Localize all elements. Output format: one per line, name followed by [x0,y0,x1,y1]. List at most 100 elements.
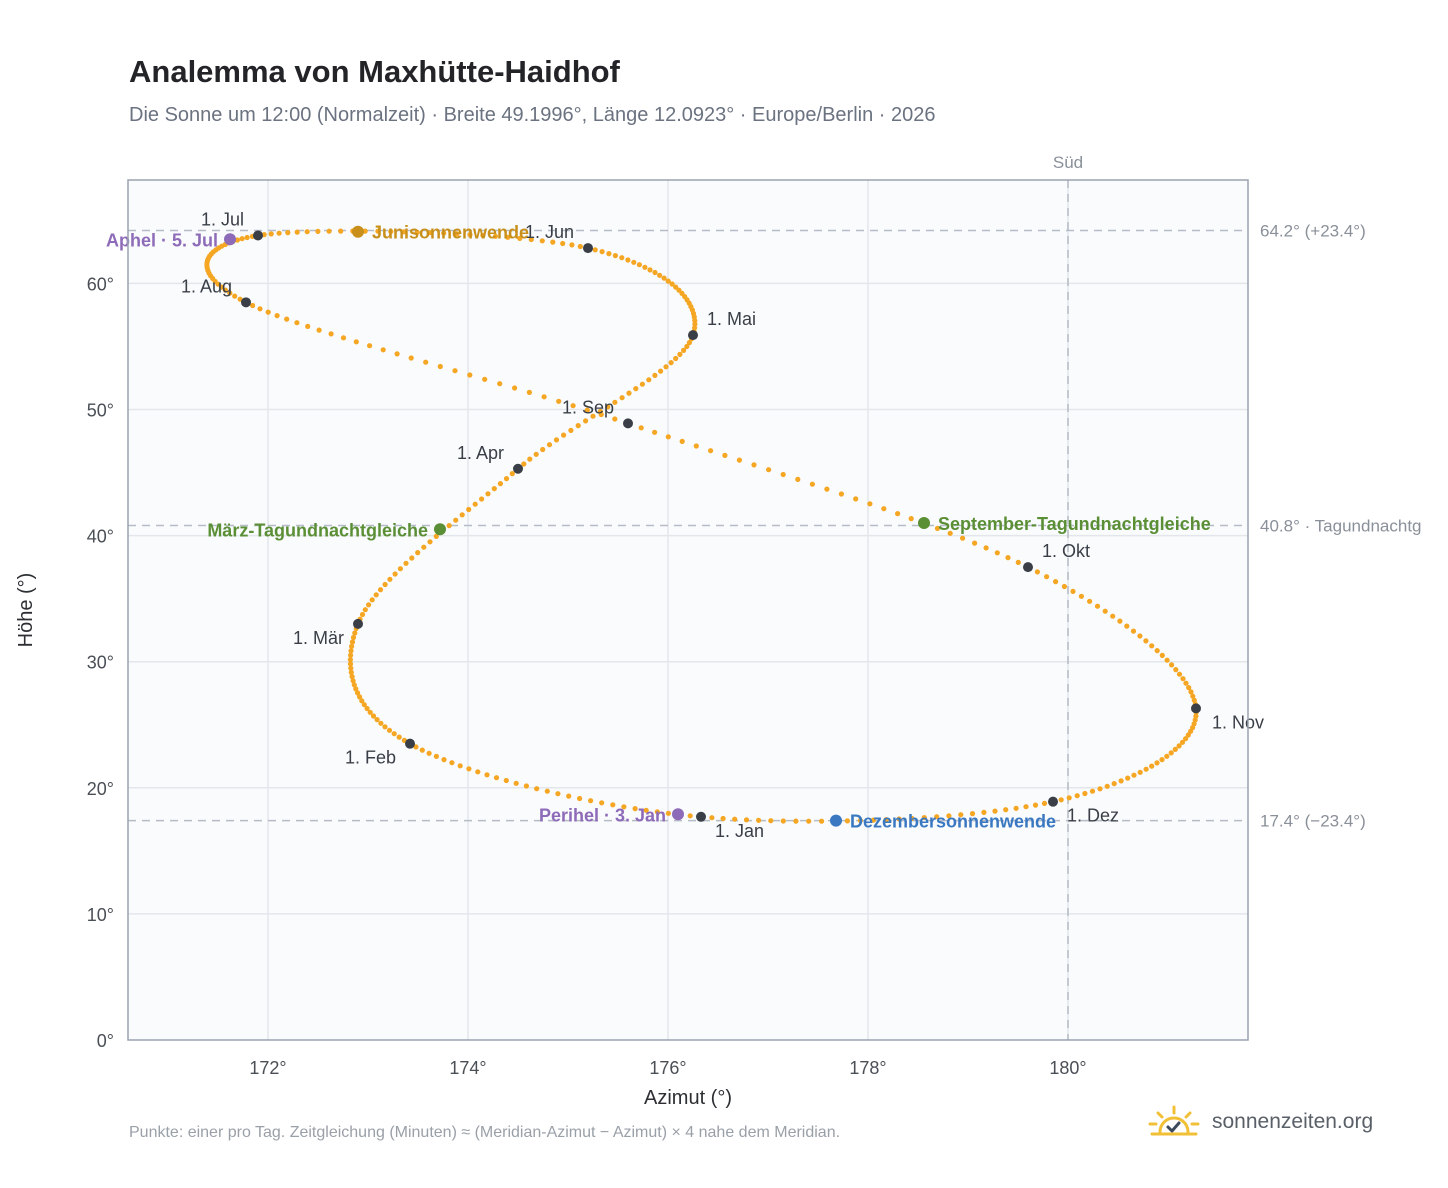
daily-sun-position-dot [598,411,604,418]
daily-sun-position-dot [673,355,679,362]
x-tick-label: 178° [849,1058,886,1078]
reference-line-label: 64.2° (+23.4°) [1260,221,1366,240]
daily-sun-position-dot [610,802,616,808]
daily-sun-position-dot [326,228,332,234]
daily-sun-position-dot [1143,766,1149,772]
event-marker-label: September-Tagundnachtgleiche [938,514,1211,534]
daily-sun-position-dot [883,817,889,823]
daily-sun-position-dot [1044,574,1050,580]
daily-sun-position-dot [994,550,1000,556]
event-marker-dot [434,523,446,536]
month-marker-label: 1. Aug [181,276,232,296]
daily-sun-position-dot [1117,618,1123,624]
daily-sun-position-dot [526,389,533,395]
daily-sun-position-dot [521,461,527,467]
daily-sun-position-dot [958,812,964,818]
daily-sun-position-dot [1176,671,1183,677]
event-markers: Junisonnenwende Aphel · 5. Jul März-Tagund… [106,223,1211,832]
daily-sun-position-dot [686,340,693,346]
brand-name: sonnenzeiten.org [1212,1110,1374,1133]
month-marker-dot [1191,703,1201,714]
daily-sun-position-dot [673,284,679,290]
daily-sun-position-dot [1159,757,1165,763]
daily-sun-position-dot [466,766,472,772]
daily-sun-position-dot [566,793,572,799]
daily-sun-position-dot [415,550,421,556]
daily-sun-position-dot [824,486,830,492]
brand[interactable]: sonnenzeiten.org [1146,1102,1373,1142]
daily-sun-position-dot [1074,793,1080,799]
daily-sun-position-dot [992,808,998,814]
daily-sun-position-dot [274,313,280,319]
daily-sun-position-dot [348,665,354,671]
daily-sun-position-dot [921,815,927,821]
daily-sun-position-dot [969,811,976,817]
daily-sun-position-dot [485,491,491,497]
daily-sun-position-dot [972,540,978,546]
sun-logo-icon [1148,1105,1200,1136]
event-marker-label: Perihel · 3. Jan [539,805,666,825]
daily-sun-position-dot [1124,623,1130,629]
daily-sun-position-dot [484,772,490,778]
daily-sun-position-dot [568,427,574,433]
daily-sun-position-dot [1137,769,1143,775]
daily-sun-position-dot [482,376,488,382]
daily-sun-position-dot [441,230,447,236]
daily-sun-position-dot [1015,559,1021,566]
daily-sun-position-dot [1179,739,1186,745]
reference-line-label: 40.8° · Tagundnachtg [1260,517,1422,536]
daily-sun-position-dot [433,753,439,760]
event-marker-label: März-Tagundnachtgleiche [207,520,428,540]
daily-sun-position-dot [353,339,359,345]
daily-sun-position-dot [382,724,388,730]
daily-sun-position-dot [397,566,403,572]
daily-sun-position-dot [684,343,690,350]
daily-sun-position-dot [1172,746,1178,753]
daily-sun-position-dot [492,233,499,239]
daily-sun-position-dot [631,259,637,265]
daily-sun-position-dot [446,523,452,529]
daily-sun-position-dot [544,788,550,794]
daily-sun-position-dot [250,302,256,309]
daily-sun-position-dot [1041,800,1048,807]
daily-sun-position-dot [386,727,393,733]
daily-sun-position-dot [401,229,407,235]
daily-sun-position-dot [1193,713,1199,719]
daily-sun-position-dot [643,807,649,813]
daily-sun-position-dot [408,355,414,361]
daily-sun-position-dot [328,331,334,337]
daily-sun-position-dot [441,757,447,763]
x-tick-label: 174° [449,1058,486,1078]
daily-sun-position-dot [612,416,618,422]
daily-sun-position-dot [517,235,523,241]
daily-sun-position-dot [677,351,683,357]
daily-sun-position-dot [584,407,590,413]
daily-sun-position-dot [687,813,693,819]
daily-sun-position-dot [946,813,952,819]
month-marker-dot [241,297,251,308]
daily-sun-position-dot [227,290,233,296]
daily-sun-position-dot [1154,760,1160,766]
daily-sun-position-dot [457,763,463,769]
daily-sun-position-dot [493,775,500,781]
daily-sun-position-dot [305,323,311,329]
event-marker-label: Junisonnenwende [372,223,529,243]
month-marker-dot [353,618,363,629]
daily-sun-position-dot [1125,775,1131,781]
daily-sun-position-dot [638,425,644,431]
daily-sun-position-dot [497,481,503,487]
daily-sun-position-dot [380,347,386,353]
daily-sun-position-dot [427,230,434,236]
daily-sun-position-dot [679,438,685,444]
daily-sun-position-dot [350,634,357,641]
daily-sun-position-dot [981,809,987,816]
daily-sun-position-dot [663,364,669,370]
daily-sun-position-dot [1070,588,1076,595]
daily-sun-position-dot [1130,628,1137,634]
daily-sun-position-dot [218,284,225,290]
event-marker-dot [830,814,842,827]
daily-sun-position-dot [652,372,658,378]
month-marker-label: 1. Jun [525,222,574,242]
daily-sun-position-dot [340,335,347,341]
daily-sun-position-dot [467,232,473,238]
